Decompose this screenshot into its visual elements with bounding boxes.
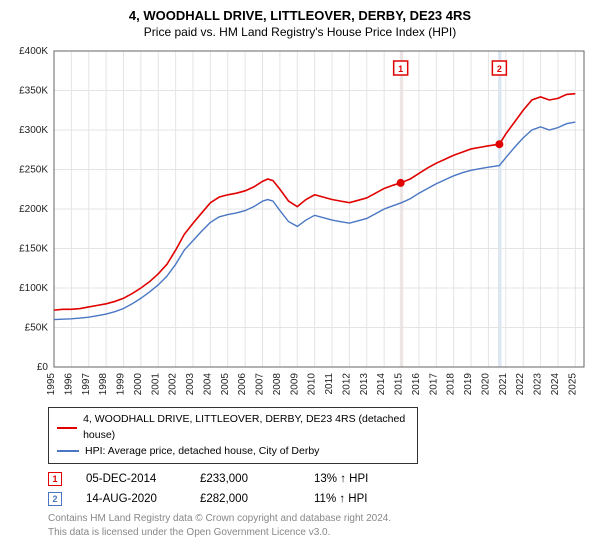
svg-text:2025: 2025 <box>567 373 578 396</box>
svg-text:2023: 2023 <box>533 373 544 396</box>
legend: 4, WOODHALL DRIVE, LITTLEOVER, DERBY, DE… <box>48 407 418 464</box>
svg-text:2019: 2019 <box>463 373 474 396</box>
svg-text:2015: 2015 <box>394 373 405 396</box>
svg-text:2003: 2003 <box>185 373 196 396</box>
svg-text:£100K: £100K <box>19 283 48 294</box>
svg-text:1: 1 <box>398 64 403 74</box>
title-address: 4, WOODHALL DRIVE, LITTLEOVER, DERBY, DE… <box>10 8 590 23</box>
footer-line-1: Contains HM Land Registry data © Crown c… <box>48 512 590 526</box>
sale-delta-2: 11% ↑ HPI <box>314 493 404 505</box>
svg-text:2006: 2006 <box>237 373 248 396</box>
svg-text:2008: 2008 <box>272 373 283 396</box>
svg-text:2021: 2021 <box>498 373 509 396</box>
svg-text:£150K: £150K <box>19 244 48 255</box>
sale-price-2: £282,000 <box>200 493 290 505</box>
svg-text:2001: 2001 <box>150 373 161 396</box>
svg-text:1996: 1996 <box>63 373 74 396</box>
price-chart: £0 £50K £100K £150K £200K £250K £300K £350K £400… <box>10 43 590 403</box>
svg-text:1998: 1998 <box>98 373 109 396</box>
svg-text:2014: 2014 <box>376 373 387 396</box>
sales-table: 1 05-DEC-2014 £233,000 13% ↑ HPI 2 14-AU… <box>48 472 590 506</box>
legend-row-hpi: HPI: Average price, detached house, City… <box>57 444 409 460</box>
title-subtitle: Price paid vs. HM Land Registry's House … <box>10 25 590 39</box>
chart-canvas: £0 £50K £100K £150K £200K £250K £300K £350K £400… <box>10 43 590 403</box>
svg-text:£350K: £350K <box>19 86 48 97</box>
svg-text:£200K: £200K <box>19 204 48 215</box>
chart-title: 4, WOODHALL DRIVE, LITTLEOVER, DERBY, DE… <box>10 8 590 39</box>
svg-text:1997: 1997 <box>81 373 92 396</box>
svg-text:2013: 2013 <box>359 373 370 396</box>
svg-text:2011: 2011 <box>324 373 335 395</box>
sale-row-2: 2 14-AUG-2020 £282,000 11% ↑ HPI <box>48 492 590 506</box>
svg-text:1995: 1995 <box>46 373 57 396</box>
sale-row-1: 1 05-DEC-2014 £233,000 13% ↑ HPI <box>48 472 590 486</box>
svg-text:2: 2 <box>497 64 502 74</box>
svg-text:2012: 2012 <box>341 373 352 396</box>
svg-text:2009: 2009 <box>289 373 300 396</box>
legend-label-2: HPI: Average price, detached house, City… <box>85 444 319 460</box>
svg-text:2022: 2022 <box>515 373 526 396</box>
svg-text:2020: 2020 <box>480 373 491 396</box>
svg-text:2007: 2007 <box>255 373 266 396</box>
legend-label-1: 4, WOODHALL DRIVE, LITTLEOVER, DERBY, DE… <box>83 412 409 444</box>
footer-line-2: This data is licensed under the Open Gov… <box>48 526 590 540</box>
svg-text:£300K: £300K <box>19 125 48 136</box>
svg-text:£400K: £400K <box>19 46 48 57</box>
svg-text:2004: 2004 <box>202 373 213 396</box>
svg-text:2000: 2000 <box>133 373 144 396</box>
legend-swatch-2 <box>57 450 79 452</box>
footer-attribution: Contains HM Land Registry data © Crown c… <box>48 512 590 539</box>
legend-swatch-1 <box>57 427 77 429</box>
svg-text:2018: 2018 <box>446 373 457 396</box>
legend-row-price-paid: 4, WOODHALL DRIVE, LITTLEOVER, DERBY, DE… <box>57 412 409 444</box>
svg-text:£250K: £250K <box>19 165 48 176</box>
svg-text:1999: 1999 <box>116 373 127 396</box>
svg-text:2010: 2010 <box>307 373 318 396</box>
svg-text:£50K: £50K <box>25 323 49 334</box>
sale-date-1: 05-DEC-2014 <box>86 473 176 485</box>
svg-text:2017: 2017 <box>428 373 439 396</box>
svg-text:2024: 2024 <box>550 373 561 396</box>
svg-text:£0: £0 <box>37 362 49 373</box>
sale-delta-1: 13% ↑ HPI <box>314 473 404 485</box>
svg-text:2005: 2005 <box>220 373 231 396</box>
svg-text:2016: 2016 <box>411 373 422 396</box>
sale-marker-2: 2 <box>48 492 62 506</box>
sale-date-2: 14-AUG-2020 <box>86 493 176 505</box>
sale-price-1: £233,000 <box>200 473 290 485</box>
sale-marker-1: 1 <box>48 472 62 486</box>
svg-text:2002: 2002 <box>168 373 179 396</box>
